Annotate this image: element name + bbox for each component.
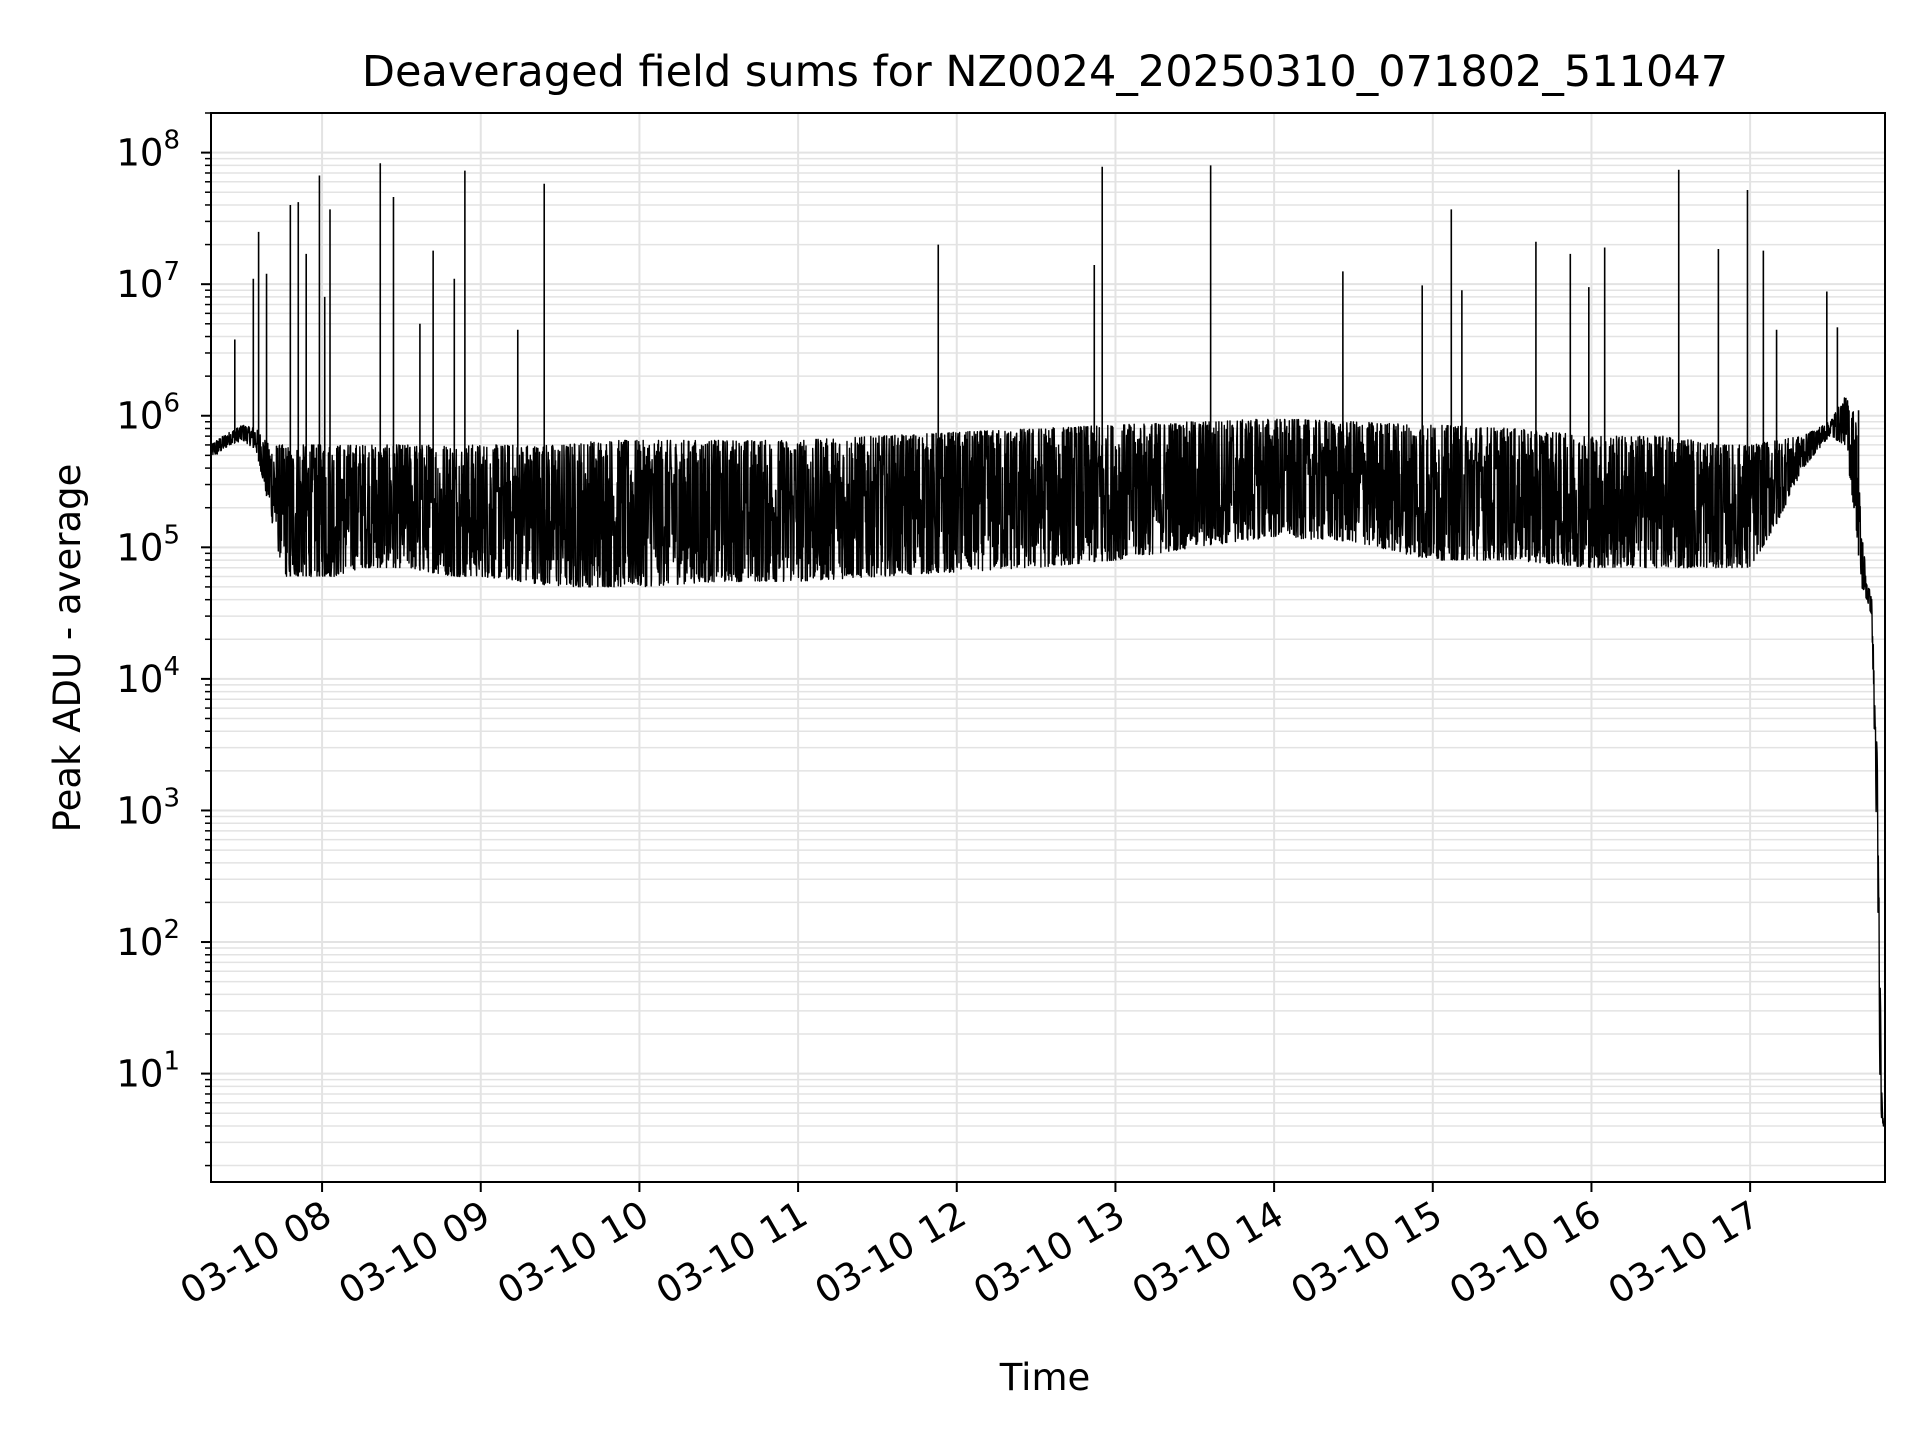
x-tick-label: 03-10 08 <box>173 1193 339 1313</box>
y-axis: 101 102 103 104 105 106 107 108 <box>116 112 211 1167</box>
x-axis-label: Time <box>999 1356 1091 1399</box>
y-tick-label: 106 <box>116 389 180 438</box>
y-axis-label: Peak ADU - average <box>46 464 89 833</box>
grid <box>211 112 1885 1182</box>
y-tick-label: 102 <box>116 915 180 964</box>
x-tick-label: 03-10 17 <box>1601 1193 1767 1313</box>
x-tick-label: 03-10 13 <box>966 1193 1132 1313</box>
chart-title: Deaveraged field sums for NZ0024_2025031… <box>362 47 1728 97</box>
series-line <box>210 163 1886 1127</box>
x-tick-label: 03-10 12 <box>808 1193 974 1313</box>
y-tick-label: 107 <box>116 257 180 306</box>
x-tick-label: 03-10 15 <box>1284 1193 1450 1313</box>
series-band <box>210 397 1886 1127</box>
x-tick-label: 03-10 09 <box>332 1193 498 1313</box>
x-tick-label: 03-10 16 <box>1442 1193 1608 1313</box>
y-tick-label: 101 <box>116 1047 180 1096</box>
plot-frame <box>210 112 1886 1183</box>
x-tick-label: 03-10 10 <box>490 1193 656 1313</box>
y-tick-label: 105 <box>116 520 180 569</box>
y-tick-label: 104 <box>116 652 180 701</box>
x-tick-label: 03-10 14 <box>1125 1193 1291 1313</box>
x-tick-label: 03-10 11 <box>649 1193 815 1313</box>
y-tick-label: 108 <box>116 126 180 175</box>
y-tick-label: 103 <box>116 783 180 832</box>
